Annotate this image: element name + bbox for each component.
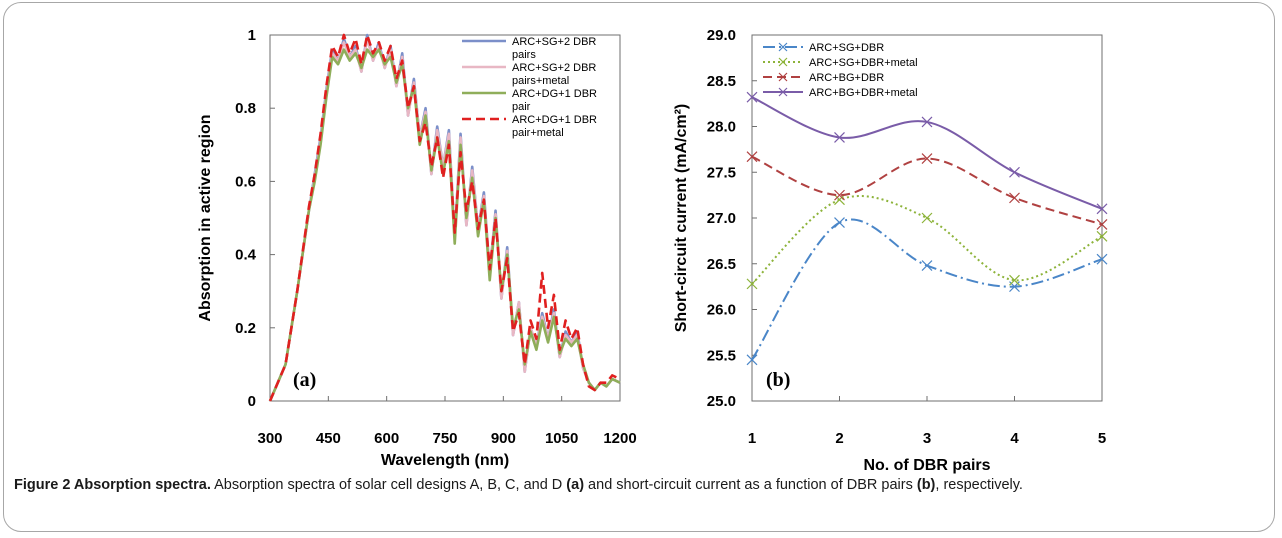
y-tick-label: 0.2 [235,320,256,337]
y-tick-label: 26.5 [707,256,736,273]
data-point-marker [834,132,845,143]
x-tick-label: 3 [923,430,931,447]
data-point-marker [1096,253,1108,265]
caption-text-3: , respectively. [935,477,1023,493]
data-point-marker [746,278,758,290]
y-tick-label: 26.0 [707,302,736,319]
legend-entry: ARC+BG+DBR+metal [809,87,918,99]
panel-a-x-axis-label: Wavelength (nm) [381,452,509,469]
panel-b-y-axis-label: Short-circuit current (mA/cm²) [673,104,690,332]
panel-b-chart: 1 2 3 4 5 25.0 25.5 26.0 26.5 27.0 27.5 28.0 28.5 29.… [673,27,1108,474]
data-point-marker [834,189,845,201]
legend-marker [778,87,788,97]
x-tick-label: 4 [1010,430,1019,447]
legend-entry: ARC+DG+1 DBR pair [512,88,597,113]
legend-marker [778,57,788,67]
series-line-3 [751,96,1103,210]
data-point-marker [1096,218,1108,230]
series-line-0 [751,218,1103,361]
panel-b-legend: ARC+SG+DBR ARC+SG+DBR+metal ARC+BG+DBR ARC+… [763,42,918,99]
y-tick-label: 28.5 [707,73,736,90]
data-point-marker [921,116,933,128]
panel-a-label: (a) [293,369,316,391]
data-point-marker [834,194,845,206]
data-point-marker [746,151,758,163]
y-tick-label: 27.0 [707,210,736,227]
x-tick-label: 2 [835,430,843,447]
series-line-3 [268,33,621,402]
data-point-marker [1009,274,1020,286]
caption-label: Figure 2 Absorption spectra. [14,477,211,493]
data-point-marker [1009,192,1020,204]
caption-ref-a: (a) [566,477,585,493]
y-tick-label: 0.4 [235,247,257,264]
data-point-marker [921,260,933,272]
y-tick-label: 1 [248,27,256,44]
x-tick-label: 600 [374,430,399,447]
panel-a-y-axis-label: Absorption in active region [197,114,214,321]
legend-marker [778,72,788,82]
series-line-2 [751,155,1103,226]
legend-entry: ARC+DG+1 DBR pair+metal [512,114,597,139]
panel-b-label: (b) [766,369,790,391]
data-point-marker [1096,203,1108,215]
data-point-marker [746,354,758,366]
figure-caption: Figure 2 Absorption spectra. Absorption … [14,475,1269,495]
panel-a-series [268,33,621,402]
legend-entry: ARC+SG+DBR+metal [809,57,918,69]
legend-marker [778,42,788,52]
figure-panel [3,2,1275,532]
panel-a-ticks: 300 450 600 750 900 1050 1200 0 0.2 0.4 0.6 0.8 1 [235,27,637,447]
x-tick-label: 1200 [603,430,636,447]
x-tick-label: 750 [432,430,457,447]
series-line-2 [268,48,621,402]
data-point-marker [921,153,933,164]
y-tick-label: 0.8 [235,100,256,117]
legend-entry: ARC+SG+DBR [809,42,884,54]
x-tick-label: 450 [316,430,341,447]
y-tick-label: 25.5 [707,347,736,364]
caption-text-1: Absorption spectra of solar cell designs… [210,477,567,493]
y-tick-label: 25.0 [707,393,736,410]
y-tick-label: 0 [248,393,256,410]
panel-b-ticks: 1 2 3 4 5 25.0 25.5 26.0 26.5 27.0 27.5 28.0 28.5 29.… [707,27,1106,447]
x-tick-label: 900 [491,430,516,447]
y-tick-label: 29.0 [707,27,736,44]
x-tick-label: 1 [748,430,756,447]
caption-ref-b: (b) [916,477,936,493]
panel-b-series [746,91,1108,366]
data-point-marker [1096,230,1108,242]
x-tick-label: 1050 [545,430,578,447]
legend-entry: ARC+SG+2 DBR pairs [512,36,596,61]
y-tick-label: 28.0 [707,119,736,136]
x-tick-label: 300 [257,430,282,447]
data-point-marker [1009,166,1020,178]
caption-text-2: and short-circuit current as a function … [584,477,917,493]
y-tick-label: 0.6 [235,173,256,190]
legend-entry: ARC+BG+DBR [809,72,884,84]
panel-b-y-axis-label-text: Short-circuit current (mA/cm²) [673,104,690,332]
panel-a-chart: 300 450 600 750 900 1050 1200 0 0.2 0.4 0.6 0.8 1 AR… [197,27,637,469]
x-tick-label: 5 [1098,430,1106,447]
legend-entry: ARC+SG+2 DBR pairs+metal [512,62,596,87]
data-point-marker [921,212,933,224]
data-point-marker [746,91,758,103]
panel-b-x-axis-label: No. of DBR pairs [863,457,990,474]
data-point-marker [834,217,845,228]
y-tick-label: 27.5 [707,164,736,181]
